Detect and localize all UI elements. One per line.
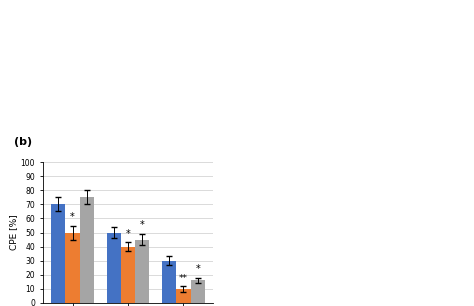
Text: *: * [126,229,130,239]
Bar [107,233,121,303]
Text: **: ** [179,274,188,282]
Bar [121,247,135,303]
Y-axis label: CPE [%]: CPE [%] [9,215,18,250]
Text: *: * [140,220,145,230]
Bar [162,261,176,303]
Bar [80,197,94,303]
Bar [65,233,80,303]
Text: *: * [195,264,200,274]
Text: *: * [70,212,75,222]
Bar [191,280,205,303]
Bar [51,204,65,303]
Text: (b): (b) [14,137,32,147]
Bar [135,240,149,303]
Bar [176,289,191,303]
